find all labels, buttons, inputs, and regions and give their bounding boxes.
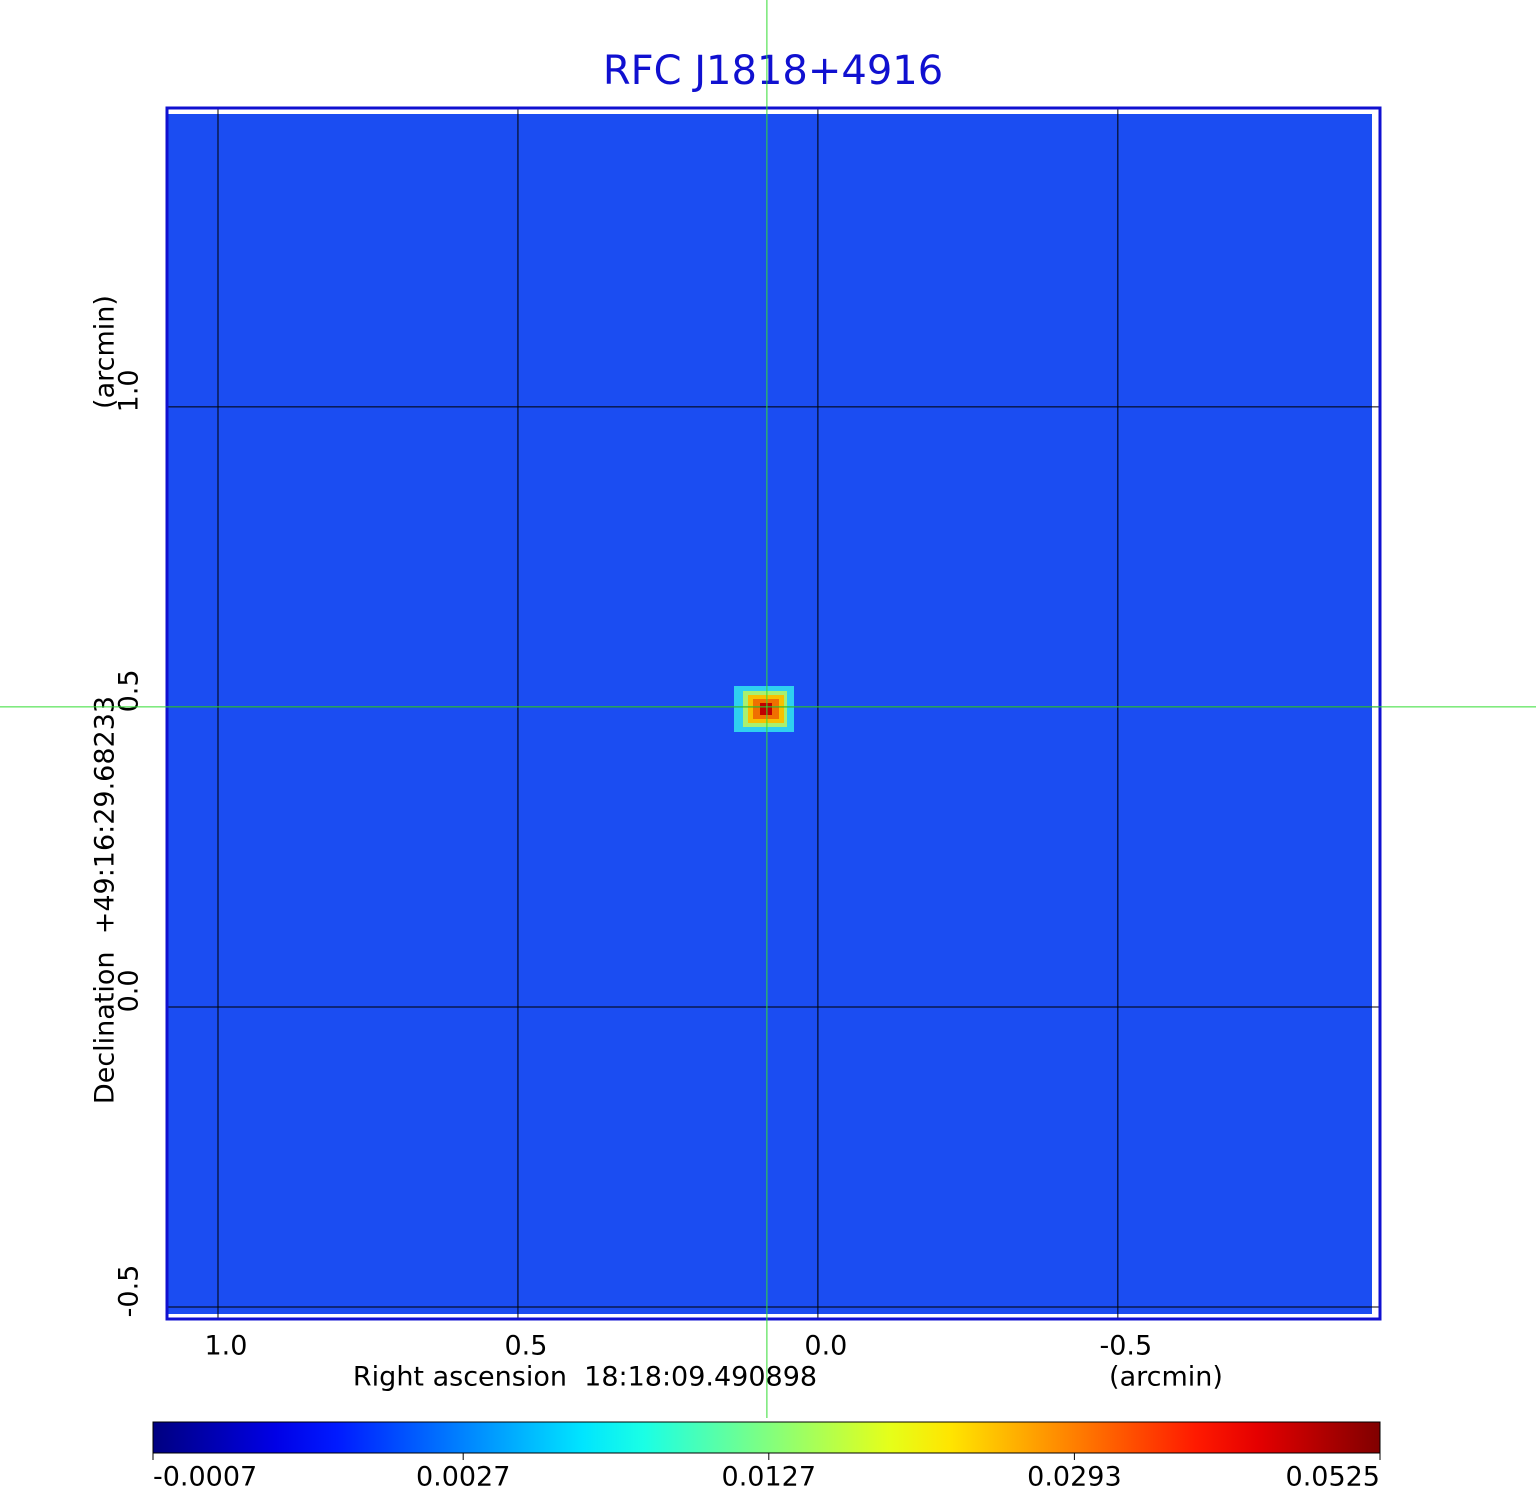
y-tick-label: 1.0 <box>114 369 145 412</box>
colorbar-tick-label: -0.0007 <box>153 1462 257 1493</box>
y-tick-label: 0.0 <box>114 969 145 1012</box>
chart-title: RFC J1818+4916 <box>603 48 943 94</box>
colorbar-tick-label: 0.0525 <box>1286 1462 1380 1493</box>
x-axis-unit: (arcmin) <box>1109 1362 1223 1393</box>
source-peak <box>760 703 772 715</box>
colorbar-tick-label: 0.0127 <box>722 1462 816 1493</box>
colorbar-tick-label: 0.0293 <box>1027 1462 1121 1493</box>
x-tick-label: 1.0 <box>205 1331 248 1362</box>
y-axis-unit: (arcmin) <box>90 295 121 409</box>
y-axis-label: Declination +49:16:29.68233 <box>90 696 121 1104</box>
colorbar-tick-label: 0.0027 <box>416 1462 510 1493</box>
y-tick-label: -0.5 <box>114 1265 145 1318</box>
x-tick-label: 0.0 <box>804 1331 847 1362</box>
x-tick-label: 0.5 <box>504 1331 547 1362</box>
x-tick-label: -0.5 <box>1099 1331 1152 1362</box>
source <box>734 686 794 732</box>
x-axis-label: Right ascension 18:18:09.490898 <box>353 1362 817 1393</box>
y-tick-label: 0.5 <box>114 669 145 712</box>
plot-frame <box>165 106 1382 1321</box>
colorbar <box>152 1421 1381 1454</box>
